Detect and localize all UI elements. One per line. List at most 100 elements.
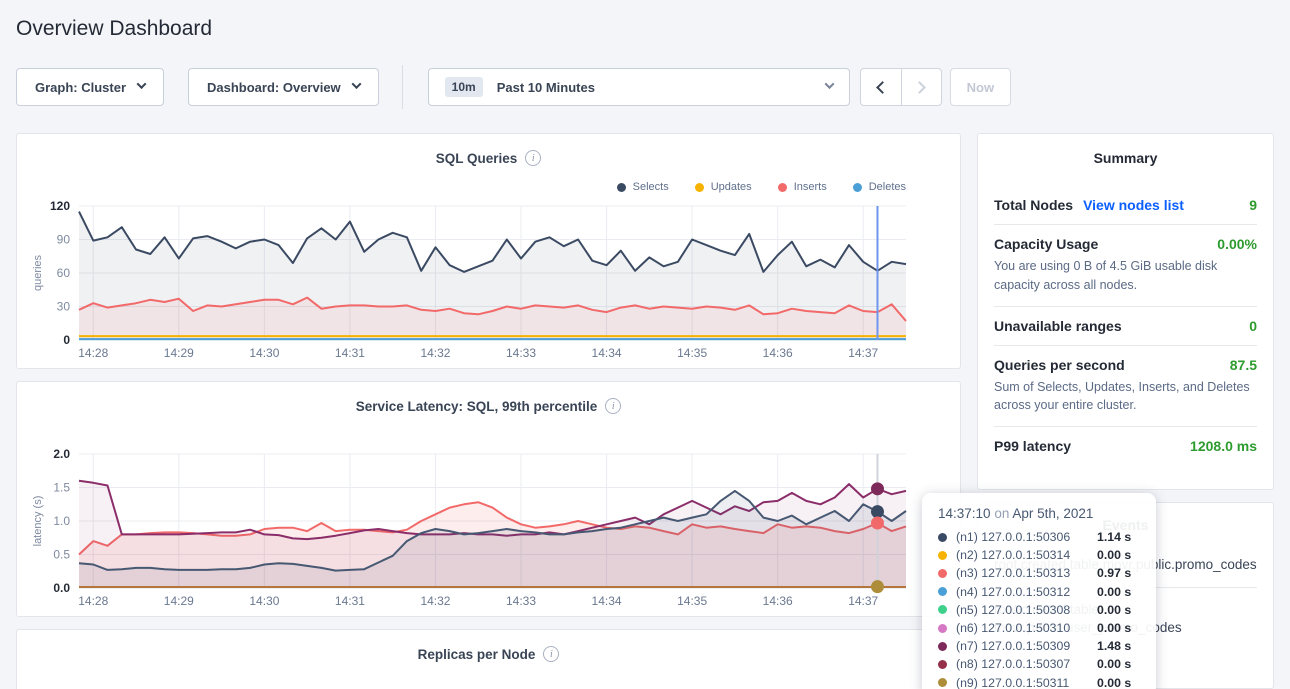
charts-column: SQL Queries i Selects Updates Inserts Delet… (16, 133, 961, 689)
svg-text:14:35: 14:35 (677, 346, 707, 360)
series-color-dot (938, 568, 947, 578)
chart-svg: 0 30 60 90 120 14:28 14:29 14:30 14:31 14:32 14:33… (32, 199, 907, 360)
summary-row-queries-per-second: Queries per second 87.5 Sum of Selects, … (994, 344, 1257, 427)
svg-text:14:29: 14:29 (164, 346, 194, 360)
tooltip-node-name: (n4) 127.0.0.1:50312 (956, 584, 1071, 599)
svg-text:14:31: 14:31 (335, 346, 365, 360)
view-nodes-list-link[interactable]: View nodes list (1083, 197, 1184, 213)
overview-dashboard-page: { "page": { "title": "Overview Dashboard… (0, 16, 1290, 689)
chart-title: SQL Queries (435, 150, 518, 166)
chart-svg: 0.0 0.5 1.0 1.5 2.0 14:28 14:29 14:30 14:31 14:32… (32, 447, 907, 608)
time-prev-button[interactable] (861, 69, 901, 105)
info-icon[interactable]: i (525, 150, 542, 166)
svg-text:14:29: 14:29 (164, 594, 194, 608)
svg-text:0: 0 (63, 333, 70, 347)
legend-dot (777, 182, 787, 192)
time-range-label: Past 10 Minutes (496, 79, 595, 95)
sql-queries-chart[interactable]: 0 30 60 90 120 14:28 14:29 14:30 14:31 14:32 14:33… (17, 196, 960, 368)
series-fill (79, 480, 906, 588)
chevron-down-icon (136, 79, 147, 90)
legend-item-deletes[interactable]: Deletes (852, 181, 906, 193)
series-color-dot (938, 641, 947, 651)
tooltip-node-value: 1.48 s (1097, 639, 1132, 654)
summary-value: 0 (1249, 317, 1257, 334)
series-line (78, 501, 907, 556)
legend-item-selects[interactable]: Selects (616, 181, 669, 193)
info-icon[interactable]: i (543, 646, 560, 662)
time-range-dropdown[interactable]: 10m Past 10 Minutes (427, 68, 850, 106)
svg-text:1.5: 1.5 (53, 481, 70, 495)
svg-text:14:30: 14:30 (249, 346, 279, 360)
series-line (78, 211, 907, 273)
series-color-dot (938, 550, 947, 560)
svg-text:30: 30 (57, 300, 71, 314)
hover-dot (870, 516, 884, 530)
svg-text:14:37: 14:37 (848, 594, 878, 608)
svg-text:14:28: 14:28 (78, 594, 108, 608)
now-button[interactable]: Now (949, 68, 1012, 106)
chevron-right-icon (912, 80, 926, 94)
time-next-button[interactable] (900, 69, 941, 105)
svg-text:0.5: 0.5 (53, 548, 70, 562)
chart-legend: Selects Updates Inserts Deletes (616, 181, 906, 193)
summary-desc: You are using 0 B of 4.5 GiB usable disk… (994, 259, 1218, 292)
tooltip-node-row: (n3) 127.0.0.1:50313 0.97 s (938, 564, 1140, 582)
chart-title: Replicas per Node (417, 646, 536, 662)
y-axis-label: latency (s) (32, 496, 44, 547)
svg-text:14:32: 14:32 (420, 594, 450, 608)
graph-dropdown[interactable]: Graph: Cluster (16, 68, 165, 106)
summary-desc: Sum of Selects, Updates, Inserts, and De… (994, 379, 1250, 413)
tooltip-node-value: 1.14 s (1097, 530, 1132, 545)
info-icon[interactable]: i (605, 398, 622, 414)
dashboard-dropdown[interactable]: Dashboard: Overview (188, 68, 379, 106)
legend-item-inserts[interactable]: Inserts (777, 181, 827, 193)
svg-text:14:36: 14:36 (763, 594, 793, 608)
divider (401, 65, 403, 109)
tooltip-timestamp: 14:37:10 on Apr 5th, 2021 (938, 506, 1094, 521)
legend-dot (616, 182, 626, 192)
chart-hover-tooltip: 14:37:10 on Apr 5th, 2021 (n1) 127.0.0.1… (922, 493, 1156, 689)
summary-row-total-nodes: Total Nodes View nodes list 9 (994, 186, 1257, 224)
summary-panel: Summary Total Nodes View nodes list 9 Ca… (977, 133, 1274, 490)
tooltip-node-row: (n6) 127.0.0.1:50310 0.00 s (938, 619, 1140, 637)
svg-text:14:34: 14:34 (592, 594, 622, 608)
svg-text:0.0: 0.0 (53, 581, 70, 595)
summary-value: 87.5 (1229, 356, 1257, 373)
hover-dot (870, 580, 884, 594)
series-color-dot (938, 678, 947, 688)
chevron-down-icon (824, 79, 835, 90)
svg-text:14:28: 14:28 (78, 346, 108, 360)
summary-title: Summary (1093, 150, 1158, 166)
svg-text:14:30: 14:30 (249, 594, 279, 608)
series-color-dot (938, 659, 947, 669)
svg-text:14:33: 14:33 (506, 594, 536, 608)
hover-dot (870, 505, 884, 519)
series-fill (79, 502, 906, 588)
chevron-down-icon (351, 79, 362, 90)
summary-row-unavailable-ranges: Unavailable ranges 0 (994, 305, 1257, 345)
svg-text:14:36: 14:36 (763, 346, 793, 360)
tooltip-node-value: 0.00 s (1097, 584, 1132, 599)
summary-label: Total Nodes (994, 197, 1074, 213)
tooltip-node-name: (n8) 127.0.0.1:50307 (956, 657, 1071, 672)
replicas-per-node-chart[interactable] (17, 630, 960, 689)
legend-item-updates[interactable]: Updates (694, 181, 752, 193)
tooltip-node-row: (n9) 127.0.0.1:50311 0.00 s (938, 674, 1140, 689)
summary-label: Unavailable ranges (994, 317, 1122, 334)
tooltip-node-name: (n1) 127.0.0.1:50306 (956, 530, 1071, 545)
tooltip-node-name: (n9) 127.0.0.1:50311 (956, 675, 1070, 689)
svg-text:14:31: 14:31 (335, 594, 365, 608)
summary-label: Capacity Usage (994, 236, 1099, 252)
replicas-per-node-panel: Replicas per Node i (16, 629, 961, 689)
controls-bar: Graph: Cluster Dashboard: Overview 10m P… (16, 65, 1274, 109)
service-latency-chart[interactable]: 0.0 0.5 1.0 1.5 2.0 14:28 14:29 14:30 14:31 14:32… (17, 444, 960, 616)
svg-text:14:34: 14:34 (592, 346, 622, 360)
tooltip-node-row: (n2) 127.0.0.1:50314 0.00 s (938, 546, 1140, 564)
svg-text:120: 120 (50, 199, 70, 213)
svg-text:14:33: 14:33 (506, 346, 536, 360)
chevron-left-icon (876, 80, 890, 94)
svg-text:90: 90 (57, 233, 71, 247)
tooltip-node-row: (n7) 127.0.0.1:50309 1.48 s (938, 637, 1140, 655)
series-color-dot (938, 623, 947, 633)
summary-value: 1208.0 ms (1190, 438, 1257, 454)
